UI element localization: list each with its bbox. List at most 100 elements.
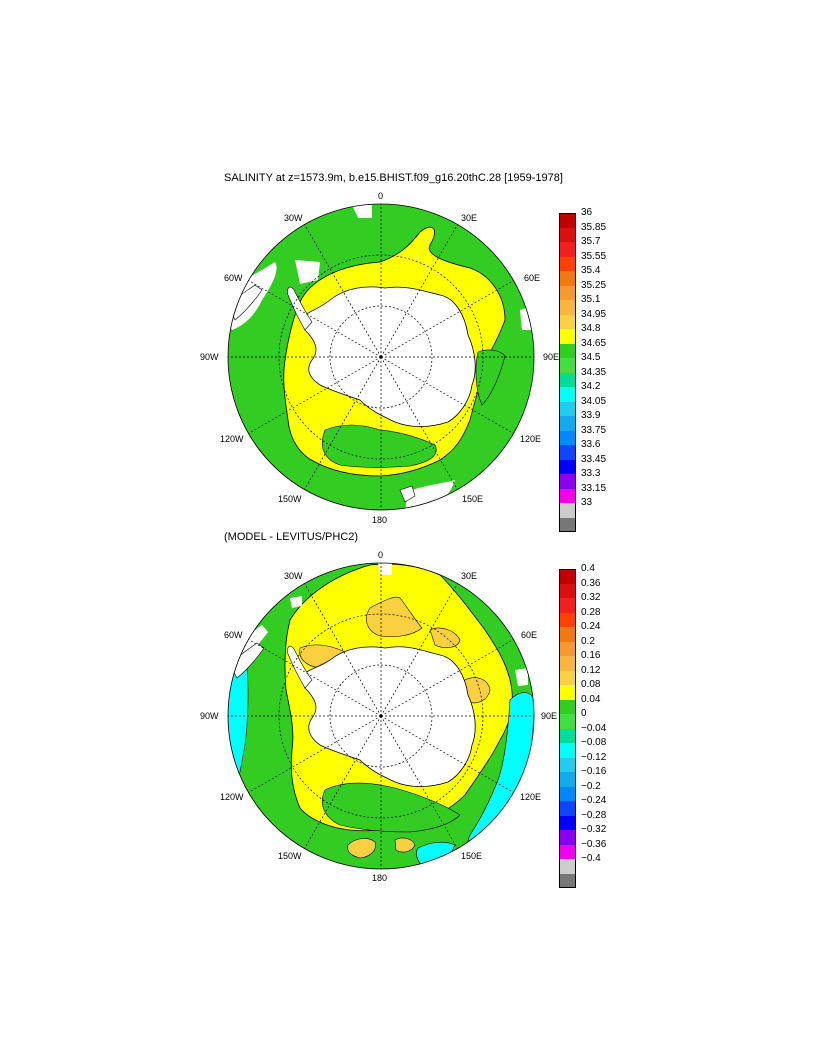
meridian-line	[380, 715, 514, 793]
colorbar-label: 0.36	[581, 577, 601, 589]
colorbar-label: 0.12	[581, 664, 601, 676]
meridian-line	[304, 583, 382, 717]
colorbar-box	[559, 445, 576, 460]
colorbar-label: 34.65	[581, 337, 607, 349]
colorbar-box	[559, 873, 576, 888]
new-zealand	[399, 485, 416, 503]
colorbar-box	[559, 271, 576, 286]
colorbar-label: 35.55	[581, 250, 607, 262]
colorbar-label: −0.32	[581, 824, 607, 836]
lon-label-150w: 150W	[278, 494, 302, 504]
orange-patch	[429, 627, 461, 649]
lon-label-60e: 60E	[524, 273, 541, 283]
meridian-line	[248, 715, 382, 793]
colorbar-box	[559, 372, 576, 387]
lon-label-60w: 60W	[224, 630, 243, 640]
ocean-green-blob	[475, 349, 506, 406]
colorbar-label: 0.32	[581, 592, 601, 604]
colorbar-label: 0.04	[581, 693, 601, 705]
colorbar-label: 34.95	[581, 308, 607, 320]
meridian-line	[304, 715, 382, 849]
colorbar-box	[559, 242, 576, 257]
antarctic-peninsula	[287, 645, 313, 689]
lon-label-150e: 150E	[461, 851, 483, 861]
land-patch	[405, 480, 455, 510]
lon-label-30e: 30E	[461, 213, 478, 223]
colorbar-box	[559, 830, 576, 845]
colorbar-box	[559, 488, 576, 503]
meridian-line	[304, 224, 382, 358]
lon-label-180: 180	[372, 873, 388, 883]
colorbar-label: −0.24	[581, 795, 607, 807]
colorbar-box	[559, 844, 576, 859]
lon-label-30w: 30W	[284, 571, 303, 581]
difference-map	[227, 562, 535, 870]
colorbar-box	[559, 256, 576, 271]
colorbar-label: 34.35	[581, 366, 607, 378]
colorbar-label: 36	[581, 207, 593, 219]
lon-label-30w: 30W	[284, 213, 303, 223]
map2-title: (MODEL - LEVITUS/PHC2)	[224, 531, 359, 543]
colorbar-label: 33	[581, 497, 593, 509]
colorbar-box	[559, 474, 576, 489]
colorbar-box	[559, 772, 576, 787]
colorbar-box	[559, 569, 576, 584]
lon-label-60w: 60W	[224, 273, 243, 283]
colorbar-box	[559, 815, 576, 830]
land-patch	[352, 205, 372, 218]
colorbar-label: 35.85	[581, 221, 607, 233]
colorbar-box	[559, 757, 576, 772]
colorbar-box	[559, 598, 576, 613]
colorbar-box	[559, 343, 576, 358]
colorbar-box	[559, 859, 576, 874]
lon-label-0: 0	[378, 550, 384, 560]
meridian-line	[380, 715, 458, 849]
lon-label-90w: 90W	[200, 711, 219, 721]
colorbar-box	[559, 786, 576, 801]
colorbar-label: −0.16	[581, 766, 607, 778]
colorbar-label: −0.12	[581, 751, 607, 763]
salinity-map	[227, 203, 535, 511]
colorbar-label: −0.4	[581, 853, 601, 865]
colorbar-box	[559, 285, 576, 300]
cyan-area	[416, 841, 456, 869]
orange-patch	[366, 596, 423, 638]
meridian-line	[248, 639, 382, 717]
lon-label-90e: 90E	[543, 352, 560, 362]
lon-label-60e: 60E	[521, 630, 538, 640]
meridian-line	[380, 356, 458, 490]
colorbar-label: 0.24	[581, 621, 601, 633]
lon-label-90e: 90E	[541, 711, 558, 721]
colorbar-box	[559, 329, 576, 344]
colorbar-label: 35.4	[581, 265, 601, 277]
meridian-line	[380, 639, 514, 717]
colorbar-box	[559, 627, 576, 642]
land-patch	[378, 563, 392, 575]
colorbar-box	[559, 213, 576, 228]
colorbar-label: 0.08	[581, 679, 601, 691]
colorbar-label: 0.28	[581, 606, 601, 618]
colorbar-box	[559, 517, 576, 532]
colorbar-label: −0.28	[581, 809, 607, 821]
colorbar-label: −0.2	[581, 780, 601, 792]
lon-label-0: 0	[378, 191, 384, 201]
colorbar-label: 33.15	[581, 482, 607, 494]
colorbar-box	[559, 358, 576, 373]
meridian-line	[380, 356, 514, 434]
colorbar-box	[559, 583, 576, 598]
colorbar-box	[559, 801, 576, 816]
colorbar-label: 35.7	[581, 236, 601, 248]
meridian-line	[380, 224, 458, 358]
colorbar-label: −0.36	[581, 838, 607, 850]
land-patch	[290, 596, 302, 608]
land-patch	[515, 668, 528, 686]
lon-label-120w: 120W	[220, 792, 244, 802]
meridian-line	[248, 356, 382, 434]
colorbar-label: 35.1	[581, 294, 601, 306]
colorbar-label: 34.2	[581, 381, 601, 393]
meridian-lines	[228, 204, 534, 510]
colorbar-label: 34.8	[581, 323, 601, 335]
colorbar-label: −0.04	[581, 722, 607, 734]
colorbar-box	[559, 387, 576, 402]
map1-title: SALINITY at z=1573.9m, b.e15.BHIST.f09_g…	[224, 172, 563, 184]
